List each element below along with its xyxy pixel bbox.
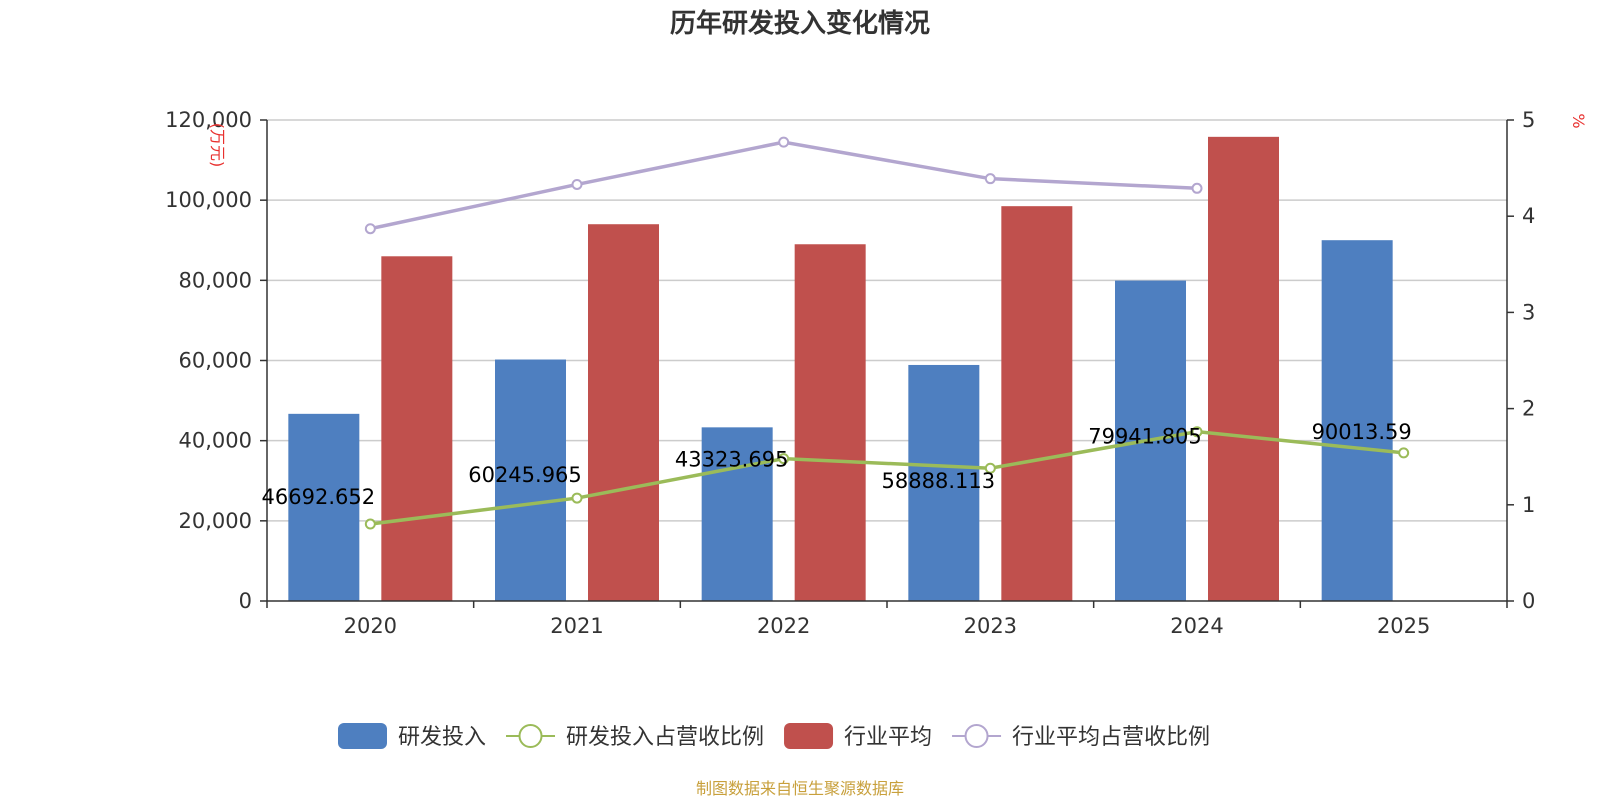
- left-tick-label: 100,000: [165, 188, 252, 212]
- legend-swatch: [784, 723, 834, 749]
- bars: [288, 136, 1393, 601]
- left-tick-label: 20,000: [179, 509, 252, 533]
- right-axis-unit: %: [1569, 113, 1588, 128]
- left-tick-label: 0: [239, 589, 252, 613]
- legend-label: 行业平均占营收比例: [1012, 725, 1210, 750]
- right-tick-label: 4: [1522, 204, 1535, 228]
- x-tick-label: 2023: [964, 614, 1017, 638]
- bar-行业平均: [1001, 206, 1073, 601]
- bar-研发投入: [495, 359, 566, 601]
- point-研发投入占营收比例: [364, 518, 376, 530]
- data-label: 90013.59: [1312, 420, 1412, 444]
- point-行业平均占营收比例: [571, 178, 583, 190]
- left-axis-unit: (万元): [208, 123, 227, 168]
- data-labels: 46692.652 60245.965 43323.695 58888.113 7994…: [262, 420, 1412, 509]
- data-label: 58888.113: [882, 469, 996, 493]
- x-tick-label: 2022: [757, 614, 810, 638]
- source-note: 制图数据来自恒生聚源数据库: [696, 779, 904, 798]
- point-行业平均占营收比例: [984, 173, 996, 185]
- point-研发投入占营收比例: [1191, 426, 1203, 438]
- x-tick-label: 2020: [344, 614, 397, 638]
- line-行业平均占营收比例: [369, 140, 1198, 231]
- point-研发投入占营收比例: [778, 453, 790, 465]
- legend-label: 行业平均: [844, 725, 932, 750]
- right-tick-label: 5: [1522, 108, 1535, 132]
- x-tick-label: 2025: [1377, 614, 1430, 638]
- data-label: 79941.805: [1088, 425, 1202, 449]
- legend-marker: [964, 724, 989, 748]
- point-行业平均占营收比例: [778, 136, 790, 148]
- right-tick-label: 0: [1522, 589, 1535, 613]
- point-研发投入占营收比例: [571, 492, 583, 504]
- point-研发投入占营收比例: [984, 462, 996, 474]
- series-lines: [364, 136, 1410, 530]
- bar-研发投入: [701, 427, 773, 601]
- data-label: 60245.965: [468, 463, 582, 487]
- bar-研发投入: [288, 413, 360, 601]
- right-tick-label: 3: [1522, 300, 1535, 324]
- x-tick-label: 2024: [1170, 614, 1223, 638]
- point-行业平均占营收比例: [1191, 182, 1203, 194]
- legend-marker: [518, 724, 543, 748]
- bar-行业平均: [381, 256, 453, 601]
- legend-label: 研发投入占营收比例: [566, 725, 764, 750]
- point-研发投入占营收比例: [1398, 447, 1410, 459]
- legend-label: 研发投入: [398, 725, 486, 750]
- chart-title: 历年研发投入变化情况: [670, 8, 930, 39]
- x-tick-label: 2021: [550, 614, 603, 638]
- left-tick-label: 60,000: [179, 349, 252, 373]
- left-tick-label: 120,000: [165, 108, 252, 132]
- legend-swatch: [338, 723, 387, 749]
- right-tick-label: 1: [1522, 493, 1535, 517]
- bar-行业平均: [1208, 136, 1279, 601]
- bar-行业平均: [794, 244, 866, 601]
- data-label: 43323.695: [675, 448, 789, 472]
- point-行业平均占营收比例: [364, 223, 376, 235]
- line-研发投入占营收比例: [370, 429, 1404, 526]
- gridlines: [267, 119, 1507, 522]
- bar-行业平均: [588, 224, 659, 601]
- bar-研发投入: [1321, 240, 1393, 601]
- data-label: 46692.652: [262, 485, 376, 509]
- axes: 0 20,000 40,000 60,000 80,000 100,000 120,000 0…: [165, 108, 1535, 638]
- bar-研发投入: [908, 364, 980, 601]
- left-tick-label: 40,000: [179, 429, 252, 453]
- right-tick-label: 2: [1522, 397, 1535, 421]
- left-tick-label: 80,000: [179, 268, 252, 292]
- legend: 研发投入 研发投入占营收比例 行业平均 行业平均占营收比例: [338, 723, 1210, 750]
